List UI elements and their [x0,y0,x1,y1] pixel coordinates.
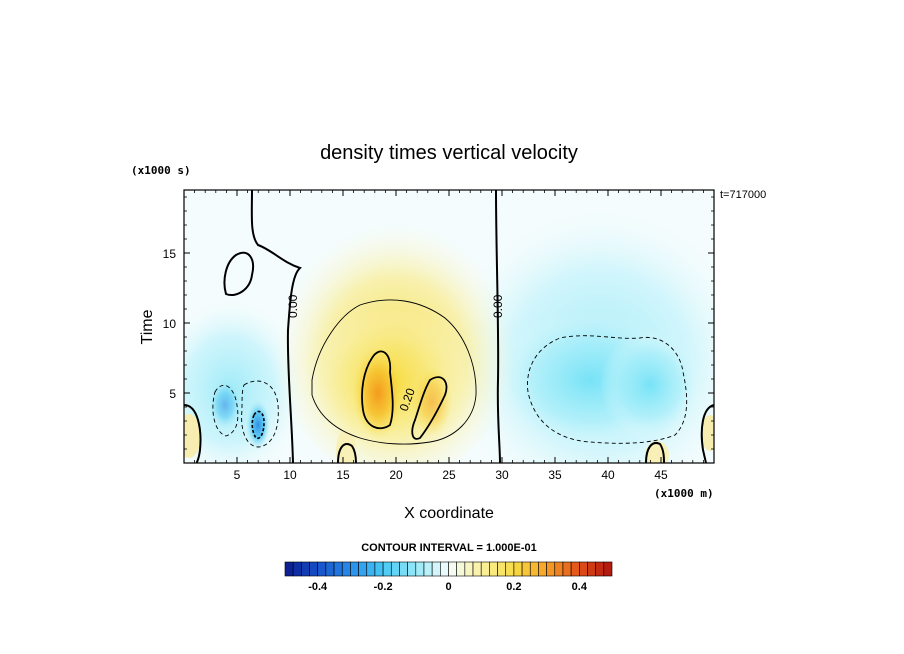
field-pos-pocket-right [701,415,714,451]
x-axis-label: X coordinate [404,505,494,522]
contour-pos-0.20-b [411,376,448,440]
colorbar-cell [546,561,556,577]
colorbar-cell [521,561,531,577]
colorbar-cell [456,561,466,577]
colorbar-cell [529,561,539,577]
contour-label-zero-left: 0.00 [286,294,300,318]
y-tick-label: 5 [169,387,176,401]
contour-neg-0.10-left [212,384,239,437]
colorbar-cell [538,561,547,577]
chart-title: density times vertical velocity [320,142,578,164]
colorbar-cell [448,561,457,577]
colorbar-cell [382,561,392,577]
zero-contour-bottom-mid [337,443,357,463]
x-tick-label: 5 [234,468,241,482]
field-neg-right-core2 [600,330,700,440]
field-pos-pocket-left [184,414,201,458]
colorbar-cell [390,561,400,577]
colorbar-cell [350,561,359,577]
colorbar-cell [464,561,474,577]
colorbar-cell [440,561,449,577]
colorbar-cell [399,561,408,577]
colorbar-cell [554,561,564,577]
colorbar-cell [333,561,343,577]
colorbar-cell [562,561,572,577]
x-tick-label: 25 [442,468,456,482]
field-pos-secondary [412,367,452,437]
x-tick-label: 35 [548,468,562,482]
colorbar-cell [325,561,335,577]
colorbar-cell [284,561,294,577]
field-pos-pocket-bottom [336,430,356,463]
colorbar-cell [341,561,351,577]
colorbar-cell [407,561,417,577]
contour-interval-text: CONTOUR INTERVAL = 1.000E-01 [361,542,537,554]
colorbar-cell [415,561,425,577]
y-tick-label: 10 [163,317,177,331]
colorbar-cell [505,561,515,577]
colorbar-cell [317,561,327,577]
colorbar-cell [423,561,433,577]
zero-contour-closed-left [223,251,254,296]
colorbar-cell [292,561,302,577]
colorbar-cell [513,561,523,577]
x-tick-label: 20 [389,468,403,482]
x-axis: 5 10 15 20 25 30 35 40 45 [194,190,704,482]
colorbar-cell [570,561,580,577]
field-neg-core-left2 [209,380,241,430]
zero-contour-bottom-right2 [645,442,665,463]
contour-neg-0.20-left [251,410,265,440]
x-tick-label: 45 [654,468,668,482]
x-tick-label: 30 [495,468,509,482]
contour-neg-0.10-left2 [241,380,279,448]
colorbar-cell [374,561,384,577]
colorbar-tick-label: 0 [445,581,451,593]
x-unit-label: (x1000 m) [654,487,714,500]
y-unit-label: (x1000 s) [131,164,191,177]
colorbar-cell [472,561,482,577]
contour-pos-0.20-a [361,350,394,430]
colorbar-cell [301,561,310,577]
zero-contour-bottom-left [184,404,202,463]
contour-label-zero-center: 0.00 [491,294,505,318]
colorbar-tick-label: -0.4 [308,581,328,593]
colorbar-cell [431,561,441,577]
x-tick-label: 15 [336,468,350,482]
colorbar-cell [595,561,605,577]
zero-contour-center [495,190,501,463]
colorbar-tick-label: 0.4 [572,581,588,593]
colorbar-cell [358,561,368,577]
colorbar-tick-label: 0.2 [506,581,521,593]
colorbar-cell [489,561,498,577]
y-tick-label: 15 [163,247,177,261]
colorbar-cell [497,561,507,577]
zero-contour-left [250,190,302,463]
colorbar-tick-label: -0.2 [374,581,393,593]
x-tick-label: 40 [601,468,615,482]
field-neg-core-left [246,400,270,450]
plot-area [184,190,714,463]
colorbar-cell [366,561,376,577]
time-stamp: t=717000 [720,189,766,201]
contour-pos-0.10 [311,299,477,445]
colorbar-cell [309,561,318,577]
y-axis-label: Time [139,309,156,344]
colorbar-ticks: -0.4 -0.2 0 0.2 0.4 [308,581,588,593]
x-tick-label: 10 [283,468,297,482]
field-pos-core [353,348,403,438]
zero-contour-bottom-right [700,404,714,463]
y-axis: 5 10 15 [163,196,714,450]
colorbar-cell [587,561,596,577]
colorbar [284,561,613,577]
colorbar-cell [578,561,588,577]
field-pos-pocket-bottom2 [645,441,669,463]
colorbar-cell [603,561,613,577]
colorbar-cell [480,561,490,577]
